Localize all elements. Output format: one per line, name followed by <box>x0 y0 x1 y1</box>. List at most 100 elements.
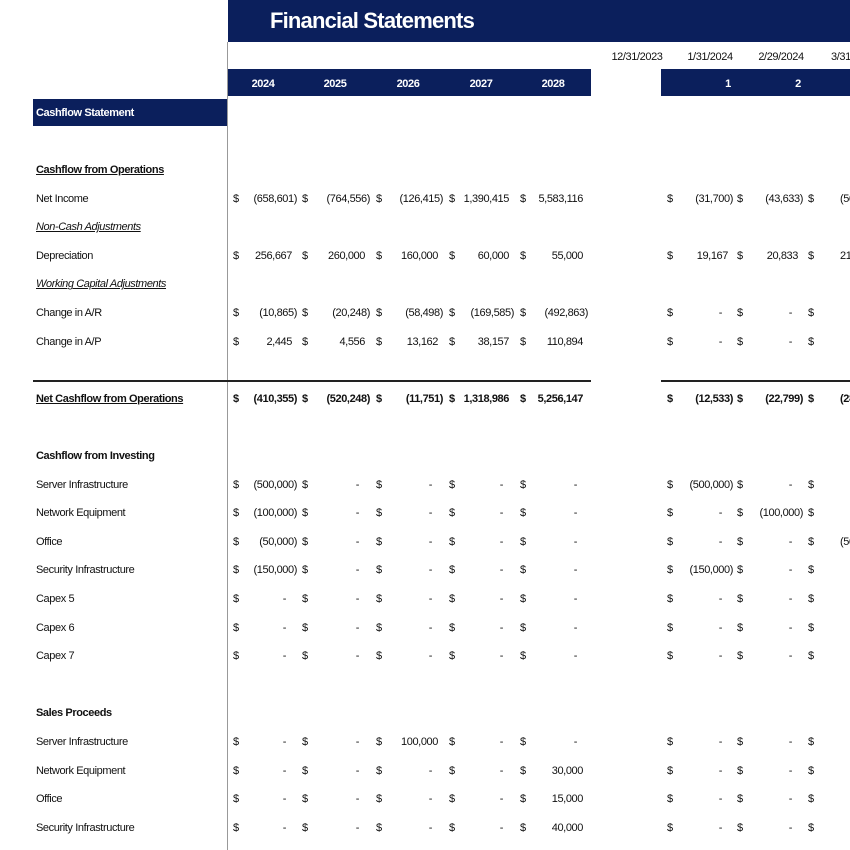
currency-sign: $ <box>376 535 382 548</box>
currency-sign: $ <box>302 535 308 548</box>
currency-sign: $ <box>520 478 526 491</box>
cell-value: - <box>788 564 793 577</box>
year-band <box>228 69 591 96</box>
currency-sign: $ <box>737 192 743 205</box>
currency-sign: $ <box>376 736 382 748</box>
currency-sign: $ <box>449 307 455 319</box>
cell-value: - <box>788 821 793 834</box>
cell-value: - <box>428 650 433 663</box>
currency-sign: $ <box>808 507 814 520</box>
cell-value: - <box>499 764 504 777</box>
year-label: 2025 <box>323 78 347 90</box>
total-border <box>33 380 591 382</box>
cell-value: - <box>355 593 360 605</box>
currency-sign: $ <box>808 249 814 262</box>
cell-value: - <box>573 535 578 548</box>
cell-value: - <box>282 736 287 748</box>
currency-sign: $ <box>808 593 814 605</box>
currency-sign: $ <box>302 793 308 806</box>
cell-value: - <box>573 593 578 605</box>
row-label: Server Infrastructure <box>36 478 128 491</box>
currency-sign: $ <box>808 307 814 319</box>
cell-value: 13,162 <box>406 335 439 348</box>
currency-sign: $ <box>449 821 455 834</box>
currency-sign: $ <box>449 621 455 634</box>
currency-sign: $ <box>737 793 743 806</box>
currency-sign: $ <box>667 621 673 634</box>
cell-value: 100,000 <box>401 736 438 748</box>
cell-value: - <box>788 307 793 319</box>
cell-value: (410,355) <box>253 392 298 405</box>
currency-sign: $ <box>520 192 526 205</box>
currency-sign: $ <box>449 249 455 262</box>
cell-value: 40,000 <box>551 821 584 834</box>
currency-sign: $ <box>233 192 239 205</box>
cell-value: 5,256,147 <box>537 392 584 405</box>
currency-sign: $ <box>520 736 526 748</box>
cell-value: - <box>718 507 723 520</box>
currency-sign: $ <box>520 507 526 520</box>
currency-sign: $ <box>737 593 743 605</box>
cell-value: - <box>788 764 793 777</box>
cell-value: 60,000 <box>477 249 510 262</box>
cell-value: - <box>428 593 433 605</box>
cell-value: - <box>499 736 504 748</box>
currency-sign: $ <box>808 335 814 348</box>
cell-value: 260,000 <box>328 249 365 262</box>
total-border <box>661 380 850 382</box>
cell-value: - <box>499 621 504 634</box>
row-label: Cashflow from Operations <box>36 164 164 176</box>
row-label: Office <box>36 793 63 806</box>
cell-value: - <box>282 621 287 634</box>
currency-sign: $ <box>520 764 526 777</box>
cell-value: (500,000) <box>253 478 298 491</box>
currency-sign: $ <box>233 249 239 262</box>
cell-value: - <box>428 564 433 577</box>
cell-value: - <box>718 593 723 605</box>
row-label: Network Equipment <box>36 507 126 520</box>
cell-value: - <box>718 307 723 319</box>
cell-value: 30,000 <box>551 764 584 777</box>
row-label: Non-Cash Adjustments <box>36 221 141 234</box>
currency-sign: $ <box>376 821 382 834</box>
cell-value: 20,833 <box>766 249 799 262</box>
cell-value: - <box>428 821 433 834</box>
row-label: Capex 7 <box>36 650 75 663</box>
year-label: 2024 <box>251 78 275 90</box>
currency-sign: $ <box>302 392 308 405</box>
currency-sign: $ <box>808 192 814 205</box>
currency-sign: $ <box>302 736 308 748</box>
currency-sign: $ <box>808 650 814 663</box>
cell-value: - <box>718 535 723 548</box>
row-label: Network Equipment <box>36 764 126 777</box>
cell-value: - <box>788 621 793 634</box>
currency-sign: $ <box>233 764 239 777</box>
cell-value: - <box>788 793 793 806</box>
cell-value: - <box>718 793 723 806</box>
cell-value: - <box>788 736 793 748</box>
title: Financial Statements <box>269 8 475 33</box>
cell-value: (126,415) <box>399 192 444 205</box>
year-label: 2027 <box>469 78 493 90</box>
currency-sign: $ <box>808 621 814 634</box>
cell-value: - <box>573 564 578 577</box>
currency-sign: $ <box>737 764 743 777</box>
currency-sign: $ <box>520 335 526 348</box>
row-label: Server Infrastructure <box>36 736 128 748</box>
cell-value: 1,390,415 <box>463 192 510 205</box>
currency-sign: $ <box>302 764 308 777</box>
cell-value: - <box>788 335 793 348</box>
currency-sign: $ <box>376 335 382 348</box>
cell-value: - <box>788 535 793 548</box>
currency-sign: $ <box>449 392 455 405</box>
currency-sign: $ <box>376 249 382 262</box>
currency-sign: $ <box>449 478 455 491</box>
cell-value: - <box>499 593 504 605</box>
currency-sign: $ <box>737 307 743 319</box>
cell-value: - <box>428 764 433 777</box>
cell-value: - <box>428 621 433 634</box>
currency-sign: $ <box>376 478 382 491</box>
currency-sign: $ <box>449 535 455 548</box>
cell-value: - <box>355 764 360 777</box>
currency-sign: $ <box>520 307 526 319</box>
